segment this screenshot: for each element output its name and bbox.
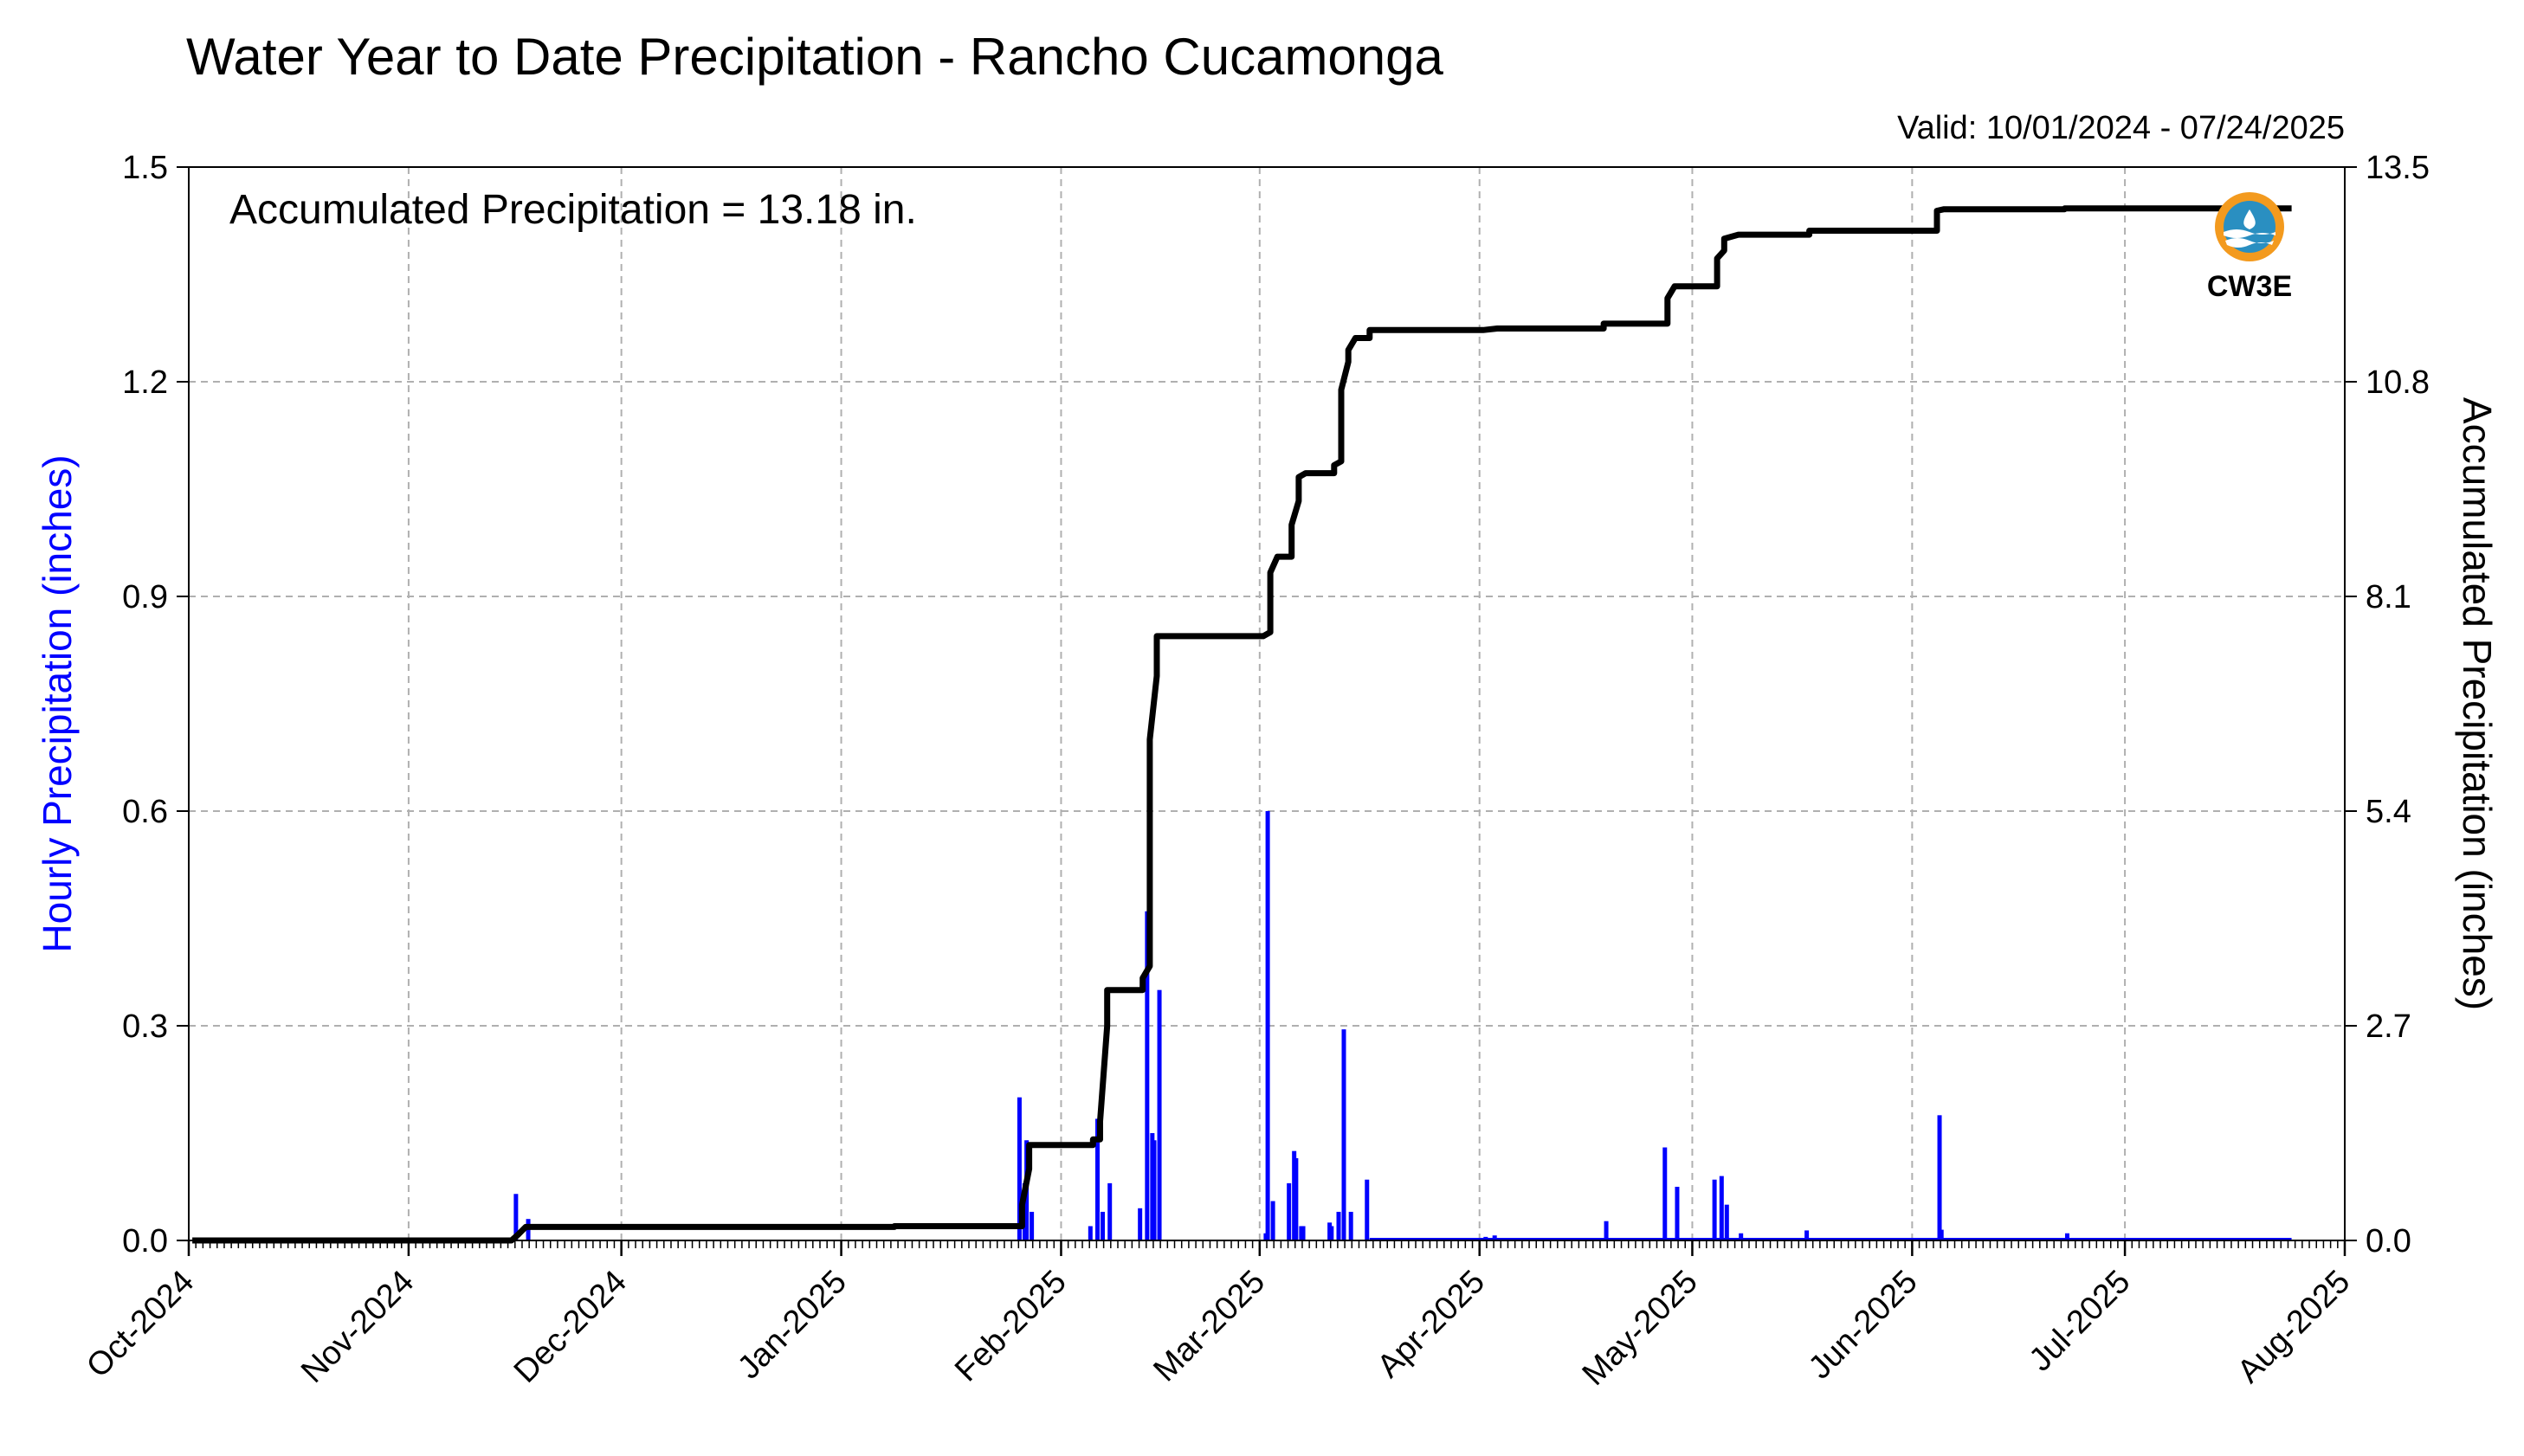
y-tick-label-right: 8.1 — [2366, 579, 2411, 615]
x-tick-label: Jul-2025 — [2023, 1264, 2138, 1379]
y-tick-label-right: 0.0 — [2366, 1223, 2411, 1260]
x-tick-label: Aug-2025 — [2230, 1264, 2357, 1390]
hourly-bar — [1294, 1157, 1299, 1240]
hourly-bars — [513, 811, 2292, 1240]
hourly-bar — [1804, 1230, 1810, 1240]
accumulated-total-annotation: Accumulated Precipitation = 13.18 in. — [229, 187, 917, 233]
x-tick-label: Feb-2025 — [948, 1264, 1074, 1389]
logo-wave-icon — [2224, 229, 2275, 238]
y-tick-label-right: 10.8 — [2366, 364, 2430, 401]
hourly-bar — [1724, 1204, 1729, 1240]
hourly-bar — [1341, 1029, 1346, 1240]
logo-wave-icon — [2225, 238, 2274, 248]
hourly-bar — [1329, 1226, 1334, 1240]
x-tick-label: Apr-2025 — [1371, 1264, 1492, 1385]
hourly-bar — [1739, 1233, 1744, 1240]
x-tick-label: Nov-2024 — [294, 1264, 421, 1390]
hourly-bar — [1675, 1187, 1680, 1240]
y-tick-label-left: 0.6 — [122, 794, 168, 830]
hourly-bar — [513, 1194, 519, 1240]
logo-drop-icon — [2243, 209, 2256, 229]
accumulated-line — [192, 205, 2292, 1244]
hourly-bar — [1662, 1147, 1668, 1240]
hourly-bar — [1348, 1211, 1353, 1240]
y-tick-label-right: 2.7 — [2366, 1008, 2411, 1045]
hourly-bar — [1157, 989, 1162, 1240]
y-tick-label-left: 1.2 — [122, 364, 168, 401]
y-axis-label-left: Hourly Precipitation (inches) — [35, 454, 80, 952]
grid-lines — [189, 167, 2345, 1240]
valid-date-range: Valid: 10/01/2024 - 07/24/2025 — [1897, 110, 2345, 146]
axes: 0.0 0.3 0.6 0.9 1.2 1.5 0.0 2.7 5.4 8.1 10.8 13.5 Oc… — [80, 150, 2430, 1393]
chart-title: Water Year to Date Precipitation - Ranch… — [186, 28, 1444, 86]
hourly-bar — [1138, 1208, 1143, 1240]
y-tick-label-left: 0.0 — [122, 1223, 168, 1260]
cw3e-logo: CW3E — [2207, 192, 2292, 303]
logo-text: CW3E — [2207, 270, 2292, 303]
hourly-bar — [1365, 1179, 1370, 1240]
x-tick-label: Oct-2024 — [80, 1264, 201, 1385]
hourly-bar — [1145, 911, 1150, 1240]
hourly-bar — [1719, 1176, 1724, 1240]
y-tick-label-left: 0.9 — [122, 579, 168, 615]
y-tick-label-right: 13.5 — [2366, 150, 2430, 186]
hourly-bar — [1265, 811, 1270, 1240]
x-tick-label: Jun-2025 — [1802, 1264, 1925, 1387]
hourly-bar — [1088, 1226, 1093, 1240]
hourly-bar — [1030, 1211, 1035, 1240]
y-tick-label-left: 0.3 — [122, 1008, 168, 1045]
hourly-bar — [1270, 1201, 1275, 1240]
hourly-bar — [1101, 1211, 1106, 1240]
hourly-bar — [2064, 1233, 2069, 1240]
x-tick-label: Dec-2024 — [507, 1264, 634, 1390]
hourly-bar — [1152, 1140, 1157, 1240]
y-tick-label-right: 5.4 — [2366, 794, 2411, 830]
hourly-bar — [1336, 1211, 1341, 1240]
hourly-bar — [1017, 1097, 1022, 1240]
hourly-bar — [1301, 1226, 1306, 1240]
y-tick-label-left: 1.5 — [122, 150, 168, 186]
x-tick-label: Mar-2025 — [1146, 1264, 1272, 1389]
hourly-bar — [1712, 1179, 1717, 1240]
hourly-bar — [1107, 1182, 1113, 1240]
x-tick-label: Jan-2025 — [731, 1264, 854, 1387]
y-axis-label-right: Accumulated Precipitation (inches) — [2455, 397, 2500, 1010]
hourly-bar — [1939, 1229, 1944, 1240]
x-tick-label: May-2025 — [1576, 1264, 1705, 1393]
hourly-bar — [1287, 1182, 1292, 1240]
hourly-bar — [1095, 1118, 1101, 1240]
hourly-bar — [1937, 1115, 1942, 1240]
hourly-bar — [1604, 1221, 1609, 1240]
